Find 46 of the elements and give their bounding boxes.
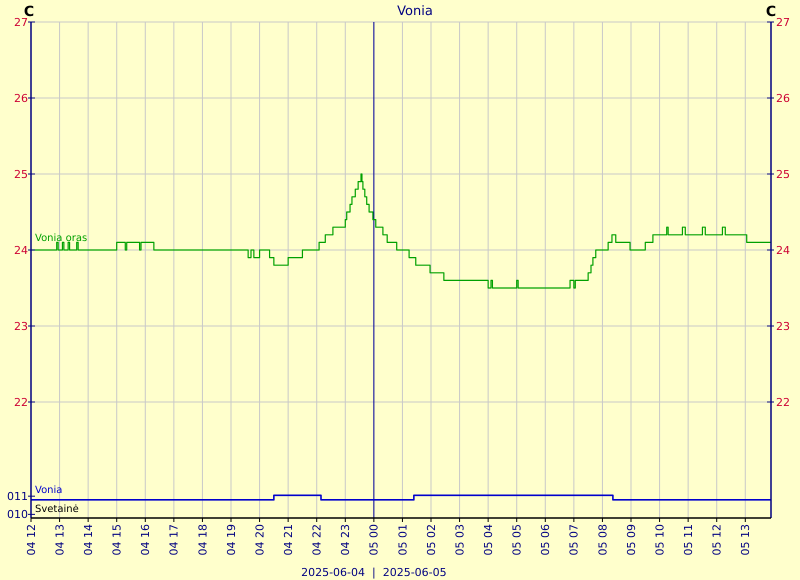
x-tick-label: 05 06	[539, 524, 552, 556]
y-tick-label: 25	[14, 168, 28, 181]
text: 2025-06-04 | 2025-06-05	[301, 566, 447, 579]
y2-tick-label: 26	[776, 92, 790, 105]
y-tick-label: 26	[14, 92, 28, 105]
y-tick-label: 22	[14, 396, 28, 409]
x-tick-label: 05 04	[482, 524, 495, 556]
x-tick-label: 04 19	[224, 524, 238, 556]
x-tick-label: 04 14	[82, 524, 95, 556]
annotation: Svetainė	[35, 504, 79, 515]
x-tick-label: 04 20	[253, 524, 266, 556]
y-tick-label: 27	[14, 16, 28, 29]
y2-tick-label: 25	[776, 168, 790, 181]
y-tick-label: 010	[7, 508, 28, 522]
x-tick-label: 05 09	[624, 524, 638, 556]
x-tick-label: 04 18	[196, 524, 210, 556]
x-tick-label: 05 08	[596, 524, 610, 556]
y2-tick-label: 22	[776, 396, 790, 409]
x-tick-label: 04 22	[310, 524, 324, 556]
x-tick-label: 05 10	[653, 524, 666, 556]
x-tick-label: 05 11	[682, 524, 695, 556]
x-tick-label: 04 21	[282, 524, 295, 556]
x-tick-label: 05 12	[710, 524, 724, 556]
y2-axis-title: C	[766, 4, 776, 20]
y2-tick-label: 24	[776, 244, 790, 257]
y2-tick-label: 27	[776, 16, 790, 29]
x-tick-label: 05 01	[396, 524, 410, 556]
x-tick-label: 04 13	[53, 524, 66, 556]
y2-tick-label: 23	[776, 320, 790, 333]
y-tick-label: 011	[7, 490, 28, 504]
series-label: Vonia	[35, 485, 62, 496]
x-tick-label: 04 12	[24, 524, 38, 556]
x-tick-label: 05 07	[568, 524, 581, 556]
x-tick-label: 05 05	[510, 524, 524, 556]
y-tick-label: 24	[14, 244, 28, 257]
y-tick-label: 23	[14, 320, 28, 333]
x-tick-label: 05 02	[424, 524, 438, 556]
x-tick-label: 05 13	[739, 524, 752, 556]
x-tick-label: 05 00	[368, 524, 381, 556]
x-tick-label: 04 17	[168, 524, 181, 556]
x-tick-label: 04 16	[139, 524, 152, 556]
x-tick-label: 05 03	[453, 524, 466, 556]
chart-title: Vonia	[397, 4, 433, 19]
x-tick-label: 04 23	[339, 524, 352, 556]
x-tick-label: 04 15	[110, 524, 124, 556]
series-label: Vonia oras	[35, 233, 88, 244]
